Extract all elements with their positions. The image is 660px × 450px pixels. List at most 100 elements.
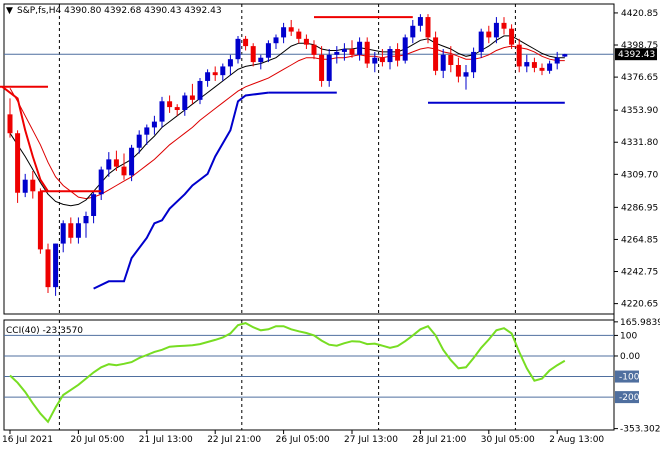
candle-body — [296, 31, 302, 39]
bull-candle — [98, 166, 104, 201]
bear-candle — [68, 217, 74, 244]
bull-candle — [417, 14, 423, 32]
candle-body — [357, 41, 363, 55]
candle-body — [288, 27, 294, 32]
candle-body — [7, 114, 13, 134]
x-tick-label: 2 Aug 13:00 — [549, 435, 604, 445]
candle-body — [273, 37, 279, 44]
candle-body — [372, 57, 378, 64]
candle-body — [75, 223, 81, 238]
x-tick-label: 20 Jul 05:00 — [70, 435, 124, 445]
x-tick-label: 30 Jul 05:00 — [481, 435, 535, 445]
cci-level-label: 100 — [620, 331, 637, 341]
candle-body — [516, 44, 522, 67]
bull-candle — [53, 243, 59, 296]
bull-candle — [440, 49, 446, 79]
cci-level-label: 165.9839 — [620, 318, 660, 328]
candle-body — [509, 28, 515, 45]
y-tick-label: 4398.75 — [621, 41, 658, 51]
bear-candle — [167, 95, 173, 113]
bull-candle — [205, 69, 211, 87]
bear-candle — [250, 43, 256, 67]
bull-candle — [129, 144, 135, 182]
candle-body — [235, 38, 241, 60]
trailing-stop-line — [93, 91, 269, 290]
candle-body — [227, 59, 233, 67]
candle-body — [501, 22, 507, 29]
x-tick-label: 16 Jul 2021 — [2, 435, 53, 445]
candle-body — [387, 49, 393, 63]
slow-moving-average — [9, 45, 565, 200]
bear-candle — [319, 46, 325, 87]
bull-candle — [265, 40, 271, 63]
candle-body — [83, 215, 89, 224]
candle-body — [334, 51, 340, 55]
y-tick-label: 4264.85 — [621, 235, 658, 245]
candle-body — [417, 17, 423, 26]
bear-candle — [243, 35, 249, 51]
cci-line — [9, 322, 566, 424]
candle-body — [258, 57, 264, 63]
candle-body — [167, 101, 173, 108]
bear-candle — [486, 25, 492, 44]
bear-candle — [311, 40, 317, 60]
bear-candle — [15, 130, 21, 203]
candle-body — [326, 54, 332, 81]
bear-candle — [448, 46, 454, 73]
bear-candle — [288, 19, 294, 36]
y-tick-label: 4331.80 — [621, 138, 658, 148]
candle-body — [562, 54, 568, 57]
candle-body — [524, 62, 530, 67]
candle-body — [402, 37, 408, 61]
candle-body — [448, 54, 454, 65]
current-price-tag — [615, 48, 657, 61]
bull-candle — [524, 54, 530, 73]
bear-candle — [349, 40, 355, 58]
bull-candle — [22, 173, 28, 198]
y-tick-label: 4220.65 — [621, 300, 658, 310]
chart-header: S&P,fs,H4 4390.80 4392.68 4390.43 4392.4… — [17, 6, 222, 16]
candle-body — [463, 72, 469, 77]
symbol-menu-marker[interactable]: ▼ — [6, 6, 13, 16]
candle-body — [98, 169, 104, 195]
bull-candle — [235, 35, 241, 64]
bull-candle — [60, 220, 66, 253]
candle-body — [531, 62, 537, 68]
bear-candle — [121, 153, 127, 180]
candle-body — [303, 38, 309, 45]
candle-body — [341, 49, 347, 52]
cci-level-label: -353.3029 — [620, 425, 660, 435]
bear-candle — [509, 24, 515, 50]
candle-body — [220, 66, 226, 76]
cci-level-label: -200 — [619, 393, 640, 403]
candle-body — [433, 37, 439, 71]
bear-candle — [539, 63, 545, 76]
candle-body — [554, 57, 560, 64]
candle-body — [243, 38, 249, 47]
bear-candle — [189, 83, 195, 105]
candle-body — [410, 25, 416, 38]
candle-body — [395, 49, 401, 61]
cci-level-tag — [615, 391, 639, 404]
bear-candle — [531, 57, 537, 73]
bearish-trail-line — [1, 86, 49, 192]
bull-candle — [547, 60, 553, 74]
candle-body — [129, 147, 135, 176]
bear-candle — [30, 170, 36, 199]
bull-candle — [471, 47, 477, 79]
x-tick-label: 21 Jul 13:00 — [139, 435, 193, 445]
candle-body — [493, 22, 499, 38]
bear-candle — [379, 49, 385, 67]
x-tick-label: 28 Jul 21:00 — [412, 435, 466, 445]
candle-body — [349, 49, 355, 55]
candle-body — [22, 179, 28, 193]
bull-candle — [463, 64, 469, 90]
bull-candle — [273, 34, 279, 50]
candle-body — [15, 133, 21, 193]
candle-body — [455, 64, 461, 77]
candle-body — [205, 72, 211, 81]
y-tick-label: 4420.85 — [621, 9, 658, 19]
cci-level-tag — [615, 370, 639, 383]
